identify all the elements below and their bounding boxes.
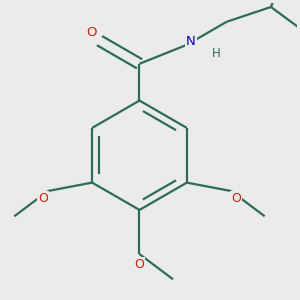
Text: O: O [86,26,96,39]
Text: N: N [186,35,196,48]
Text: O: O [231,192,241,205]
Text: O: O [134,258,144,271]
Text: H: H [212,47,220,60]
Text: O: O [38,192,48,205]
